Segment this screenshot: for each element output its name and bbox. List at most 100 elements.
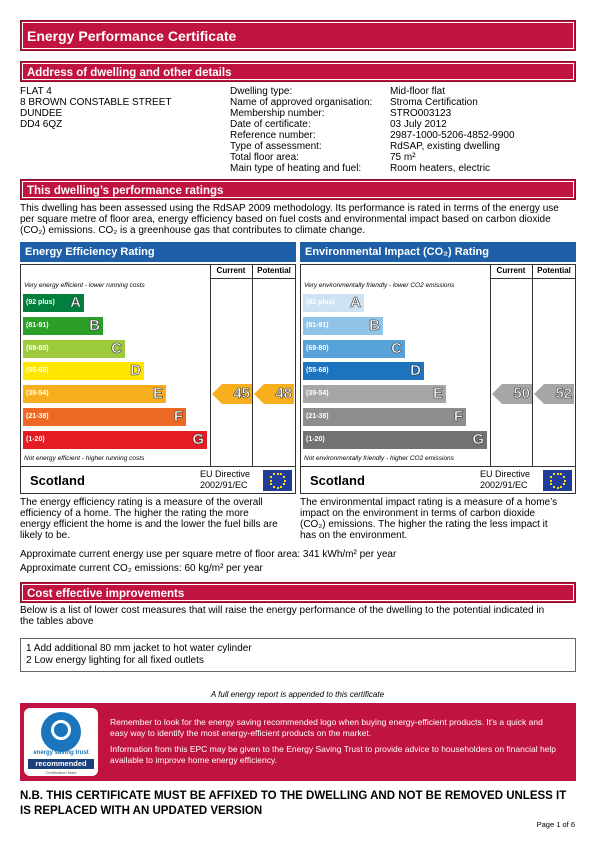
detail-value: 75 m²: [390, 152, 416, 163]
top-note: Very energy efficient - lower running co…: [24, 282, 145, 289]
flag-star: [276, 486, 279, 489]
detail-value: Stroma Certification: [390, 97, 478, 108]
energy-use: Approximate current energy use per squar…: [20, 549, 397, 560]
flag-star: [556, 486, 559, 489]
band: (92 plus) A: [303, 294, 364, 312]
flag-star: [282, 483, 285, 485]
rating-value: 48: [275, 385, 292, 403]
band: (55-68) D: [23, 362, 144, 381]
band-range: (69-80): [26, 344, 49, 352]
chart-title: Environmental Impact (CO₂) Rating: [300, 242, 576, 262]
band-letter: F: [173, 408, 184, 426]
band: (55-68) D: [303, 362, 424, 381]
est-para: Information from this EPC may be given t…: [110, 744, 557, 765]
address-line: FLAT 4: [20, 86, 52, 97]
detail-label: Membership number:: [230, 108, 325, 119]
band: (92 plus) A: [23, 294, 84, 312]
band-letter: G: [192, 430, 204, 448]
band-letter: D: [410, 362, 421, 380]
band-letter: E: [152, 385, 164, 403]
flag-star: [270, 476, 273, 478]
col-header: Potential: [537, 266, 571, 275]
logo-swirl: [51, 720, 71, 740]
co2-emissions: Approximate current CO₂ emissions: 60 kg…: [20, 563, 263, 574]
notice: N.B. THIS CERTIFICATE MUST BE AFFIXED TO…: [20, 790, 567, 817]
description: The energy efficiency rating is a measur…: [20, 497, 278, 541]
band: (69-80) C: [303, 339, 405, 358]
bottom-note: Not energy efficient - higher running co…: [24, 455, 145, 462]
rating-chart: Energy Efficiency Rating Current Potential…: [20, 242, 296, 494]
flag-star: [273, 473, 275, 476]
detail-value: RdSAP, existing dwelling: [390, 141, 500, 152]
row-line: [210, 278, 296, 279]
header-title: Energy Performance Certificate: [20, 20, 576, 51]
rating-value: 50: [513, 385, 530, 403]
flag-star: [550, 476, 553, 478]
flag-star: [269, 479, 272, 482]
flag-star: [560, 473, 562, 476]
logo-badge: recommended: [28, 759, 94, 769]
address-line: DUNDEE: [20, 108, 63, 119]
directive: EU Directive: [480, 469, 531, 479]
band-letter: E: [432, 385, 444, 403]
band: (1-20) G: [23, 430, 207, 449]
flag-star: [553, 473, 555, 476]
country: Scotland: [310, 473, 365, 488]
col-header: Current: [496, 266, 526, 275]
arrow-shape: [534, 384, 574, 405]
band-range: (39-54): [26, 390, 49, 398]
band-range: (55-68): [26, 367, 49, 375]
detail-value: STRO003123: [390, 108, 452, 119]
improvements-intro: Below is a list of lower cost measures t…: [20, 605, 545, 627]
detail-label: Main type of heating and fuel:: [230, 163, 362, 174]
section-title: This dwelling’s performance ratings: [20, 179, 576, 200]
flag-star: [562, 476, 565, 478]
rating-arrow: [212, 384, 252, 405]
detail-value: Room heaters, electric: [390, 163, 491, 174]
band: (21-38) F: [303, 408, 466, 426]
band: (39-54) E: [303, 385, 446, 404]
chart-frame: [300, 264, 576, 494]
est-para: Remember to look for the energy saving r…: [110, 717, 543, 738]
flag-star: [283, 479, 286, 482]
band-letter: C: [111, 339, 122, 357]
band-range: (39-54): [306, 390, 329, 398]
flag-star: [563, 479, 566, 482]
band-range: (21-38): [306, 413, 329, 420]
flag-star: [270, 483, 273, 485]
detail-label: Date of certificate:: [230, 119, 311, 130]
col-line: [210, 264, 211, 466]
flag-star: [276, 472, 279, 475]
flag-star: [556, 472, 559, 475]
rating-value: 52: [555, 385, 572, 403]
detail-label: Total floor area:: [230, 152, 299, 163]
rating-value: 45: [233, 385, 250, 403]
directive: EU Directive: [200, 469, 251, 479]
band-range: (55-68): [306, 367, 329, 375]
detail-label: Reference number:: [230, 130, 316, 141]
band-letter: D: [130, 362, 141, 380]
band-range: (92 plus): [306, 299, 335, 306]
chart-title: Energy Efficiency Rating: [20, 242, 296, 262]
flag-star: [553, 485, 555, 488]
band-letter: B: [369, 316, 380, 334]
flag-star: [280, 485, 282, 488]
row-line: [300, 466, 576, 467]
logo-name: energy saving trust: [33, 750, 89, 756]
logo-mark: Certification Mark: [45, 770, 77, 775]
detail-label: Name of approved organisation:: [230, 97, 373, 108]
eu-flag: [543, 470, 572, 491]
band: (21-38) F: [23, 408, 186, 426]
chart-frame: [20, 264, 296, 494]
flag-star: [280, 473, 282, 476]
section-title: Cost effective improvements: [20, 582, 576, 603]
band-range: (1-20): [306, 435, 325, 443]
band-letter: A: [350, 294, 361, 312]
flag-star: [549, 479, 552, 482]
top-note: Very environmentally friendly - lower CO…: [304, 282, 455, 289]
description: The environmental impact rating is a mea…: [300, 497, 558, 541]
arrow-shape: [492, 384, 532, 405]
band-letter: F: [453, 408, 464, 426]
flag-star: [550, 483, 553, 485]
